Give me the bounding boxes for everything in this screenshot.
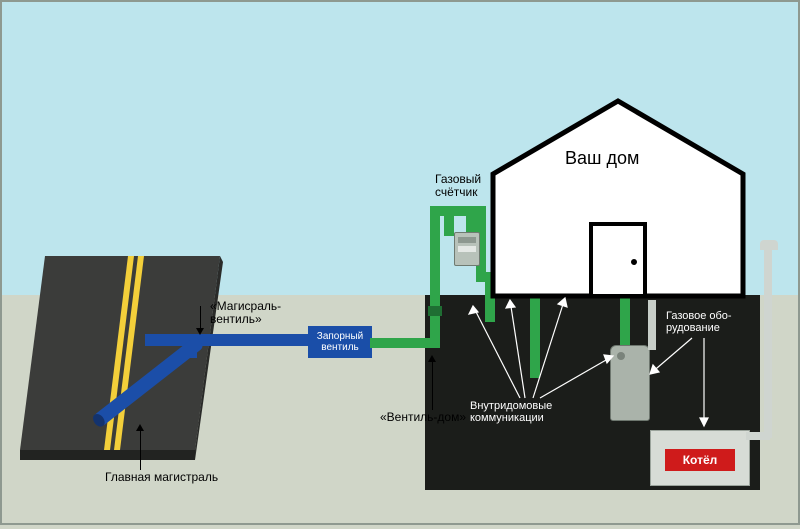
main-pipe-label: Главная магистраль xyxy=(105,470,218,484)
boiler: Котёл xyxy=(650,430,750,486)
boiler-exhaust xyxy=(764,248,772,438)
gas-equip-label: Газовое обо- рудование xyxy=(666,310,732,334)
gas-meter-label: Газовый счётчик xyxy=(435,173,481,199)
shutoff-label-l2: вентиль xyxy=(321,342,359,353)
main-valve-label: «Магисраль- вентиль» xyxy=(210,300,281,326)
house-title: Ваш дом xyxy=(565,148,639,169)
main-pipe xyxy=(85,328,345,428)
shutoff-valve: Запорный вентиль xyxy=(308,326,372,358)
internal-arrows xyxy=(455,286,625,406)
boiler-label: Котёл xyxy=(665,449,735,471)
house-valve-label: «Вентиль-дом» xyxy=(380,410,466,424)
house xyxy=(488,96,748,300)
gas-connection-diagram: Запорный вентиль Котёл xyxy=(0,0,800,529)
gas-equip-arrows xyxy=(640,334,760,434)
gas-meter xyxy=(454,232,480,266)
shutoff-label-l1: Запорный xyxy=(317,331,363,342)
